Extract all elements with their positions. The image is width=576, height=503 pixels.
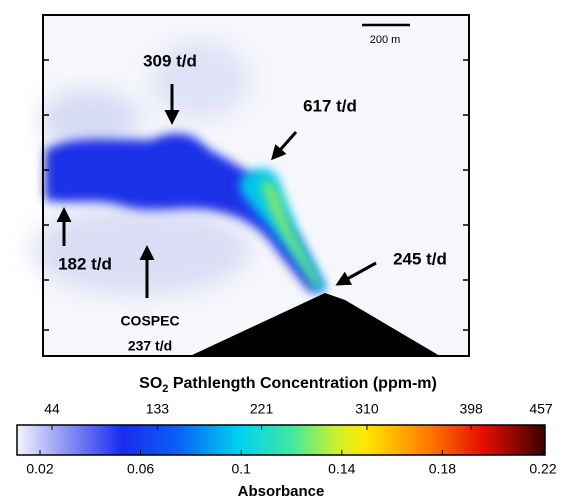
frame <box>42 14 470 357</box>
tick-label: 0.14 <box>328 461 355 477</box>
tick-label: 44 <box>44 401 60 417</box>
faint-plume <box>40 90 140 150</box>
colorbar-gradient <box>16 424 546 456</box>
annotation: 237 t/d <box>128 338 172 354</box>
tick-label: 0.1 <box>231 461 251 477</box>
faint-plume <box>150 40 250 120</box>
tick-label: 133 <box>146 401 170 417</box>
plume <box>45 133 325 292</box>
arrows <box>56 84 377 298</box>
annotation: 245 t/d <box>393 249 447 268</box>
colorbar: SO2 Pathlength Concentration (ppm-m) Abs… <box>16 375 557 500</box>
frame-ticks <box>43 59 469 331</box>
colorbar-label: Absorbance <box>238 483 325 500</box>
volcano <box>190 293 440 356</box>
tick-label: 221 <box>250 401 274 417</box>
title-subscript: 2 <box>162 383 168 395</box>
arrow <box>335 261 377 286</box>
annotation: 309 t/d <box>143 51 197 70</box>
annotation: COSPEC <box>120 313 179 329</box>
image-panel: 200 m 309 t/d 617 t/d 245 t/d 182 t/d CO… <box>30 14 470 357</box>
title-part: Pathlength Concentration (ppm-m) <box>168 375 436 392</box>
tick-label: 0.18 <box>429 461 456 477</box>
scale-label: 200 m <box>370 34 401 46</box>
title-part: SO <box>139 375 162 392</box>
annotation: 617 t/d <box>303 96 357 115</box>
plume-core <box>262 179 320 287</box>
tick-label: 0.22 <box>529 461 556 477</box>
tick-label: 398 <box>459 401 483 417</box>
tick-label: 0.06 <box>127 461 154 477</box>
tick-label: 0.02 <box>26 461 53 477</box>
colorbar-title: SO2 Pathlength Concentration (ppm-m) <box>139 375 437 395</box>
annotation: 182 t/d <box>58 254 112 273</box>
tick-label: 310 <box>355 401 379 417</box>
arrow <box>271 131 298 161</box>
tick-label: 457 <box>529 401 553 417</box>
